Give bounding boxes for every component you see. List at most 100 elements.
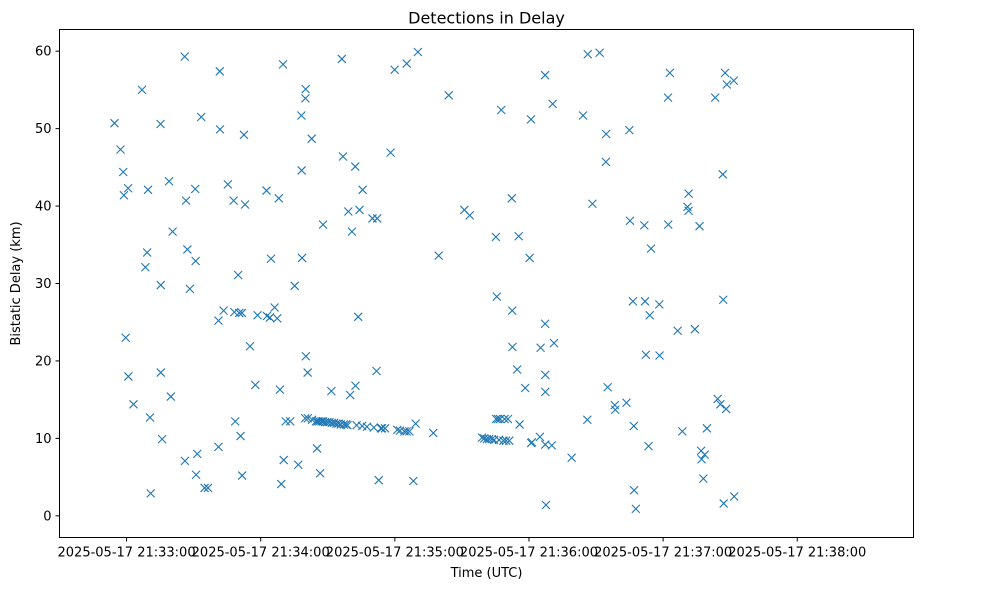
data-point [508, 342, 517, 352]
data-point [191, 256, 201, 266]
data-point [567, 453, 577, 463]
data-point [434, 251, 444, 261]
data-point [702, 423, 712, 433]
data-point [301, 351, 311, 361]
data-point [386, 148, 395, 158]
data-point [684, 206, 693, 216]
data-point [279, 455, 289, 465]
x-tick-label: 2025-05-17 21:34:00 [192, 546, 330, 561]
data-point [358, 185, 368, 195]
data-point [343, 207, 353, 216]
y-axis-ticks: 0 10 20 30 40 50 60 [35, 45, 60, 524]
data-point [514, 231, 524, 241]
x-tick-label: 2025-05-17 21:35:00 [326, 546, 464, 561]
data-point [549, 338, 559, 348]
data-point [610, 405, 620, 415]
data-point [603, 382, 613, 392]
data-point [192, 449, 202, 459]
data-point [234, 308, 244, 318]
data-point [654, 300, 664, 309]
data-point [353, 312, 363, 322]
data-point [444, 90, 454, 100]
data-point [710, 93, 720, 103]
data-point [214, 442, 223, 452]
data-point [541, 500, 551, 510]
data-point [578, 111, 588, 120]
data-point [540, 387, 550, 397]
data-point [721, 404, 731, 414]
y-tick-label: 0 [43, 509, 51, 524]
data-point [515, 420, 524, 429]
data-point [535, 432, 545, 442]
data-point [369, 423, 379, 432]
data-point [146, 488, 156, 498]
data-point [285, 416, 295, 426]
data-point [164, 176, 174, 186]
y-tick-label: 30 [35, 277, 52, 292]
data-point [520, 383, 530, 393]
data-point [240, 200, 250, 209]
data-point [229, 196, 239, 206]
data-point [698, 474, 708, 484]
data-point [377, 423, 387, 433]
data-point [293, 460, 303, 470]
data-point [237, 471, 247, 480]
data-point [180, 456, 190, 466]
data-point [270, 303, 279, 312]
data-point [276, 479, 286, 489]
data-point [118, 167, 128, 177]
data-point [496, 105, 506, 115]
data-point [673, 326, 683, 336]
data-point [266, 254, 276, 264]
data-point [718, 169, 728, 179]
data-point [640, 296, 650, 306]
data-point [512, 365, 522, 374]
data-point [713, 394, 723, 404]
data-point [119, 190, 129, 200]
data-point [110, 118, 119, 128]
data-point [583, 49, 593, 59]
data-point [547, 440, 557, 450]
data-point [684, 189, 693, 199]
data-point [219, 306, 228, 315]
data-point [236, 431, 245, 441]
data-point [665, 68, 675, 78]
data-point [622, 398, 631, 408]
data-point [655, 351, 664, 360]
data-point [719, 499, 729, 508]
y-tick-label: 40 [35, 200, 52, 215]
x-axis-label: Time (UTC) [450, 566, 523, 581]
data-point [402, 59, 412, 68]
data-point [720, 68, 730, 78]
data-point [374, 475, 384, 485]
data-point [315, 468, 325, 478]
data-point [411, 419, 421, 429]
data-point [501, 436, 511, 446]
data-point [301, 94, 310, 103]
data-point [300, 413, 310, 423]
data-point [487, 434, 497, 444]
data-point [492, 292, 502, 302]
data-point [644, 441, 653, 451]
data-point [142, 248, 152, 257]
data-point [145, 413, 155, 422]
data-point [129, 399, 138, 409]
data-point [250, 380, 260, 390]
x-tick-label: 2025-05-17 21:38:00 [728, 546, 866, 561]
data-point [645, 310, 655, 320]
data-point [203, 483, 213, 493]
data-point [116, 145, 125, 154]
data-point [347, 227, 357, 237]
data-point [168, 227, 178, 237]
data-point [181, 196, 191, 206]
data-point [715, 399, 725, 409]
data-point [700, 450, 710, 460]
data-point [402, 427, 412, 436]
data-point [156, 368, 166, 377]
data-point [641, 350, 651, 360]
data-point [200, 483, 209, 493]
x-tick-label: 2025-05-17 21:37:00 [594, 546, 732, 561]
data-point [477, 433, 487, 442]
data-point [372, 214, 382, 223]
